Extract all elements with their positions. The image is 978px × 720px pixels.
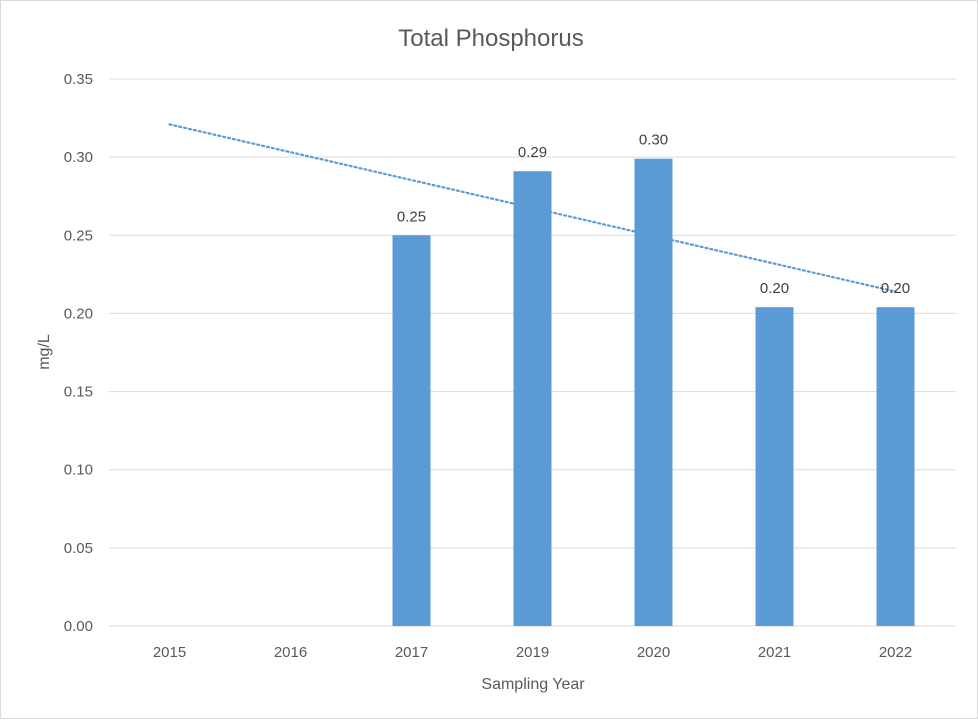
bar <box>634 158 673 626</box>
x-tick-label: 2016 <box>274 644 307 661</box>
data-label: 0.25 <box>397 208 426 225</box>
x-axis-label: Sampling Year <box>481 676 585 693</box>
x-tick-label: 2022 <box>879 644 912 661</box>
x-tick-label: 2020 <box>637 644 670 661</box>
data-label: 0.29 <box>518 144 547 161</box>
x-tick-label: 2017 <box>395 644 428 661</box>
x-tick-label: 2019 <box>516 644 549 661</box>
bars <box>392 158 915 627</box>
y-axis-label: mg/L <box>36 334 53 370</box>
y-tick-label: 0.30 <box>64 149 93 166</box>
y-tick-label: 0.10 <box>64 462 93 479</box>
chart-title: Total Phosphorus <box>398 25 583 52</box>
bar <box>392 235 431 627</box>
y-tick-label: 0.25 <box>64 227 93 244</box>
y-axis-ticks: 0.00 0.05 0.10 0.15 0.20 0.25 0.30 0.35 <box>64 71 93 635</box>
trendline-group <box>168 123 897 293</box>
bar <box>876 307 915 626</box>
x-tick-label: 2015 <box>153 644 186 661</box>
y-tick-label: 0.05 <box>64 540 93 557</box>
bar <box>755 307 794 626</box>
y-tick-label: 0.15 <box>64 384 93 401</box>
trendline <box>168 123 897 293</box>
data-label: 0.20 <box>760 280 789 297</box>
data-labels: 0.25 0.29 0.30 0.20 0.20 <box>397 132 910 297</box>
y-tick-label: 0.00 <box>64 618 93 635</box>
data-label: 0.30 <box>639 132 668 149</box>
x-axis-ticks: 2015 2016 2017 2019 2020 2021 2022 <box>153 644 912 661</box>
x-tick-label: 2021 <box>758 644 791 661</box>
data-label: 0.20 <box>881 280 910 297</box>
bar <box>513 171 552 627</box>
y-tick-label: 0.35 <box>64 71 93 88</box>
y-tick-label: 0.20 <box>64 305 93 322</box>
